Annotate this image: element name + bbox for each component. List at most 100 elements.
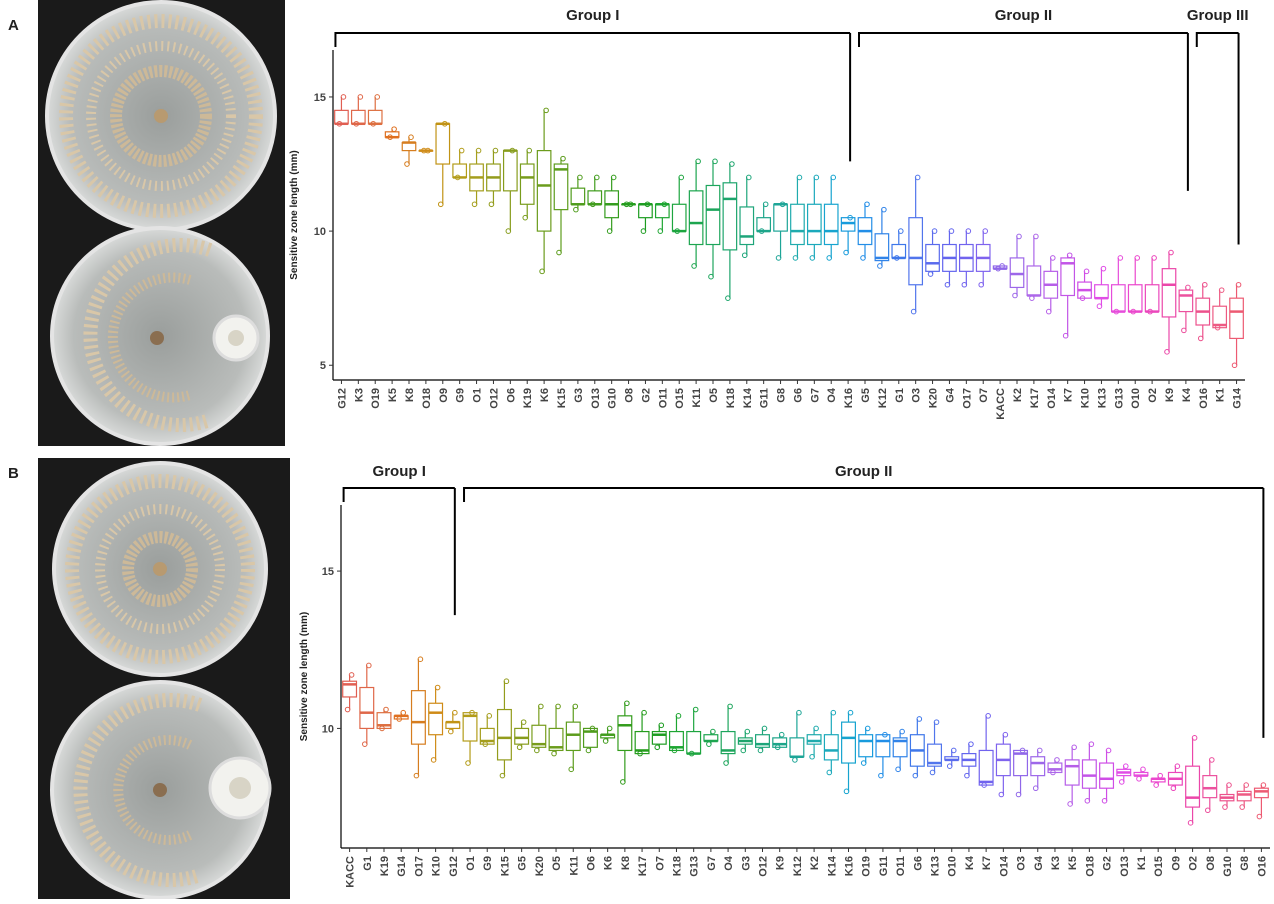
x-tick-label: K3 [1050, 856, 1062, 870]
x-tick-label: O8 [624, 388, 636, 403]
x-tick-label: K20 [534, 856, 546, 876]
box [520, 164, 534, 204]
x-tick-label: O16 [1256, 856, 1268, 877]
group-bracket [859, 33, 1188, 47]
x-tick-label: K2 [809, 856, 821, 870]
x-tick-label: O3 [1016, 856, 1028, 871]
box [652, 732, 666, 745]
box [859, 735, 873, 757]
y-tick-label: 10 [322, 723, 334, 735]
x-tick-label: O12 [488, 388, 500, 409]
x-tick-label: O5 [708, 388, 720, 403]
x-tick-label: G5 [860, 388, 872, 403]
x-tick-label: O4 [723, 855, 735, 871]
x-tick-label: K12 [792, 856, 804, 876]
x-tick-label: K17 [1029, 388, 1041, 408]
box [429, 703, 443, 734]
x-tick-label: G12 [448, 856, 460, 877]
x-tick-label: G8 [776, 388, 788, 403]
x-tick-label: K1 [1215, 388, 1227, 402]
x-tick-label: K8 [620, 856, 632, 870]
box [1100, 763, 1114, 788]
x-tick-label: KACC [345, 856, 357, 888]
box [1010, 258, 1024, 288]
box [757, 218, 771, 231]
box [453, 164, 467, 177]
x-tick-label: K1 [1136, 856, 1148, 870]
photo-a [38, 0, 285, 446]
x-tick-label: G6 [792, 388, 804, 403]
group-bracket [344, 488, 455, 502]
x-tick-label: G1 [362, 856, 374, 871]
x-tick-label: K19 [522, 388, 534, 408]
x-tick-label: K13 [1096, 388, 1108, 408]
panel-label: A [8, 17, 19, 34]
box [352, 110, 366, 123]
box [412, 691, 426, 744]
point-min [1046, 309, 1051, 314]
x-tick-label: O10 [1130, 388, 1142, 409]
x-tick-label: G12 [336, 388, 348, 409]
point-min [709, 274, 714, 279]
point-min [692, 264, 697, 269]
x-tick-label: O15 [674, 388, 686, 409]
x-tick-label: K9 [775, 856, 787, 870]
x-tick-label: O17 [413, 856, 425, 877]
x-tick-label: O13 [1119, 856, 1131, 877]
x-tick-label: K7 [1063, 388, 1075, 402]
box [566, 722, 580, 750]
x-tick-label: O1 [465, 856, 477, 871]
x-tick-label: K14 [742, 387, 754, 408]
x-tick-label: G3 [573, 388, 585, 403]
x-tick-label: O19 [861, 856, 873, 877]
box [875, 234, 889, 261]
x-tick-label: O14 [998, 855, 1010, 877]
x-tick-label: K11 [691, 388, 703, 408]
point-min [878, 264, 883, 269]
box [1145, 285, 1159, 312]
x-tick-label: O6 [585, 856, 597, 871]
group-label: Group II [995, 7, 1053, 24]
y-tick-label: 15 [314, 92, 326, 104]
box [1255, 788, 1269, 797]
y-tick-label: 5 [320, 360, 326, 372]
x-tick-label: K8 [404, 388, 416, 402]
point-min [540, 269, 545, 274]
x-tick-label: O11 [895, 856, 907, 876]
box [368, 110, 382, 123]
box [790, 738, 804, 757]
figure: ASensitive zone length (mm)51015G12K3O19… [0, 0, 1274, 899]
box [1082, 760, 1096, 788]
box [723, 183, 737, 250]
x-tick-label: O11 [657, 388, 669, 408]
group-label: Group III [1187, 7, 1249, 24]
box [1162, 269, 1176, 317]
box [639, 204, 653, 217]
point-max [544, 108, 549, 113]
box [841, 218, 855, 231]
point-min [1097, 304, 1102, 309]
box [1027, 266, 1041, 296]
box [791, 204, 805, 244]
x-tick-label: G7 [809, 388, 821, 403]
x-tick-label: O16 [1198, 388, 1210, 409]
x-tick-label: O2 [1188, 856, 1200, 871]
x-tick-label: G10 [607, 388, 619, 409]
x-tick-label: K12 [877, 388, 889, 408]
box [571, 188, 585, 204]
box [808, 204, 822, 244]
x-tick-label: O2 [1147, 388, 1159, 403]
x-tick-label: O10 [947, 856, 959, 877]
box [689, 191, 703, 245]
x-tick-label: K16 [843, 388, 855, 408]
x-tick-label: G1 [894, 388, 906, 403]
box [504, 151, 518, 191]
box [554, 164, 568, 210]
x-tick-label: K7 [981, 856, 993, 870]
x-tick-label: K17 [637, 856, 649, 876]
box [774, 204, 788, 231]
x-tick-label: KACC [995, 388, 1007, 420]
group-label: Group II [835, 463, 893, 480]
y-tick-label: 10 [314, 226, 326, 238]
x-tick-label: K16 [844, 856, 856, 876]
